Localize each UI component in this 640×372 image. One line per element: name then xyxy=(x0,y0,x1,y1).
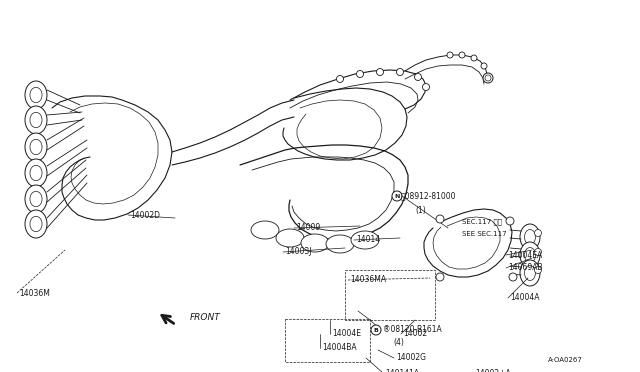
Circle shape xyxy=(356,71,364,77)
Ellipse shape xyxy=(525,230,536,244)
Circle shape xyxy=(397,68,403,76)
Text: (4): (4) xyxy=(393,339,404,347)
Circle shape xyxy=(392,191,402,201)
Ellipse shape xyxy=(30,112,42,128)
Text: 14009: 14009 xyxy=(296,224,320,232)
Text: 14004E: 14004E xyxy=(332,330,361,339)
Circle shape xyxy=(506,217,514,225)
Ellipse shape xyxy=(25,106,47,134)
Ellipse shape xyxy=(25,210,47,238)
Circle shape xyxy=(337,76,344,83)
Text: 14004BA: 14004BA xyxy=(322,343,356,353)
Text: 14002D: 14002D xyxy=(130,211,160,219)
Circle shape xyxy=(481,63,487,69)
Text: 14036MA: 14036MA xyxy=(350,276,386,285)
Text: ®08120-B161A: ®08120-B161A xyxy=(383,326,442,334)
Circle shape xyxy=(485,75,491,81)
Circle shape xyxy=(459,52,465,58)
Ellipse shape xyxy=(30,191,42,207)
Circle shape xyxy=(534,266,541,273)
Text: 14004A: 14004A xyxy=(510,294,540,302)
Ellipse shape xyxy=(351,231,379,249)
Ellipse shape xyxy=(301,234,329,252)
Text: 140141A: 140141A xyxy=(385,369,419,372)
Circle shape xyxy=(509,273,517,281)
Ellipse shape xyxy=(520,260,540,286)
Circle shape xyxy=(534,230,541,237)
Text: N: N xyxy=(394,193,400,199)
Ellipse shape xyxy=(30,165,42,181)
Text: SEE SEC.117: SEE SEC.117 xyxy=(462,231,507,237)
Ellipse shape xyxy=(520,224,540,250)
Text: 14002+A: 14002+A xyxy=(475,369,511,372)
Text: SEC.117 参照: SEC.117 参照 xyxy=(462,219,502,225)
Text: (1): (1) xyxy=(415,205,426,215)
Text: 14069AB: 14069AB xyxy=(508,263,543,273)
Circle shape xyxy=(534,248,541,256)
Ellipse shape xyxy=(30,139,42,155)
Ellipse shape xyxy=(30,87,42,103)
Circle shape xyxy=(447,52,453,58)
Ellipse shape xyxy=(525,247,536,263)
Ellipse shape xyxy=(30,216,42,232)
Text: 14036M: 14036M xyxy=(19,289,50,298)
Text: 14002G: 14002G xyxy=(396,353,426,362)
Circle shape xyxy=(436,215,444,223)
Text: 14014: 14014 xyxy=(356,235,380,244)
Ellipse shape xyxy=(25,185,47,213)
Text: A·OA0267: A·OA0267 xyxy=(548,357,583,363)
Ellipse shape xyxy=(25,133,47,161)
Circle shape xyxy=(422,83,429,90)
Ellipse shape xyxy=(326,235,354,253)
Text: B: B xyxy=(374,327,378,333)
Ellipse shape xyxy=(525,266,536,280)
Text: 14002: 14002 xyxy=(403,330,427,339)
Circle shape xyxy=(376,68,383,76)
Ellipse shape xyxy=(520,242,540,268)
Circle shape xyxy=(471,55,477,61)
Text: FRONT: FRONT xyxy=(190,314,221,323)
Ellipse shape xyxy=(25,159,47,187)
Text: 14003J: 14003J xyxy=(285,247,312,257)
Ellipse shape xyxy=(251,221,279,239)
Circle shape xyxy=(371,325,381,335)
Ellipse shape xyxy=(25,81,47,109)
Circle shape xyxy=(436,273,444,281)
Circle shape xyxy=(415,74,422,80)
Text: 14004EA: 14004EA xyxy=(508,250,542,260)
Ellipse shape xyxy=(276,229,304,247)
Text: ⓝ08912-81000: ⓝ08912-81000 xyxy=(401,192,456,201)
Circle shape xyxy=(483,73,493,83)
